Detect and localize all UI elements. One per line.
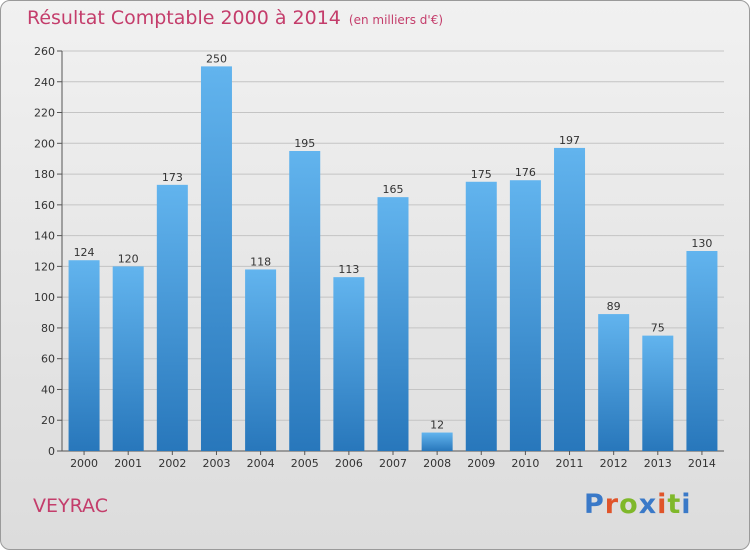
bar-value-label: 195: [294, 137, 315, 150]
bar-value-label: 250: [206, 52, 227, 65]
title-main: Résultat Comptable 2000 à 2014: [27, 7, 341, 29]
bar-value-label: 175: [471, 168, 492, 181]
bar-value-label: 197: [559, 134, 580, 147]
bar-2014: [686, 251, 718, 451]
proxiti-logo: Proxiti: [584, 489, 692, 520]
y-tick-label: 0: [48, 445, 55, 458]
x-tick-label: 2001: [114, 457, 142, 470]
x-tick-label: 2002: [158, 457, 186, 470]
y-tick-label: 140: [34, 230, 55, 243]
logo-letter: i: [681, 489, 692, 520]
commune-name: VEYRAC: [33, 495, 108, 517]
y-tick-label: 200: [34, 137, 55, 150]
y-tick-label: 120: [34, 260, 55, 273]
bar-value-label: 120: [118, 252, 139, 265]
y-tick-label: 180: [34, 168, 55, 181]
x-tick-label: 2011: [556, 457, 584, 470]
x-tick-label: 2005: [291, 457, 319, 470]
bar-2011: [554, 147, 586, 451]
bar-2000: [68, 260, 100, 451]
y-tick-label: 160: [34, 199, 55, 212]
x-tick-label: 2007: [379, 457, 407, 470]
bar-value-label: 173: [162, 171, 183, 184]
y-tick-label: 240: [34, 76, 55, 89]
logo-letter: o: [619, 489, 639, 520]
y-tick-label: 220: [34, 107, 55, 120]
bar-value-label: 75: [651, 322, 665, 335]
bar-2001: [112, 266, 144, 451]
x-tick-label: 2012: [600, 457, 628, 470]
y-tick-label: 100: [34, 291, 55, 304]
x-tick-label: 2009: [467, 457, 495, 470]
bar-value-label: 89: [607, 300, 621, 313]
bar-2010: [509, 180, 541, 451]
y-tick-label: 60: [41, 353, 55, 366]
bar-value-label: 12: [430, 419, 444, 432]
bar-layer: [68, 66, 718, 451]
bar-2013: [642, 335, 674, 451]
logo-letter: i: [657, 489, 668, 520]
x-tick-label: 2014: [688, 457, 716, 470]
logo-letter: r: [604, 489, 620, 520]
logo-letter: P: [584, 489, 605, 520]
bar-value-label: 165: [383, 183, 404, 196]
bar-2002: [156, 184, 188, 451]
bar-2005: [289, 151, 321, 451]
bar-value-label: 130: [691, 237, 712, 250]
chart-title: Résultat Comptable 2000 à 2014 (en millie…: [27, 7, 443, 29]
bar-value-label: 113: [338, 263, 359, 276]
bar-value-label: 176: [515, 166, 536, 179]
x-tick-label: 2008: [423, 457, 451, 470]
logo-letter: x: [638, 489, 658, 520]
y-tick-label: 80: [41, 322, 55, 335]
bar-2004: [245, 269, 277, 451]
bar-value-label: 118: [250, 255, 271, 268]
x-tick-label: 2003: [202, 457, 230, 470]
x-tick-label: 2000: [70, 457, 98, 470]
label-layer: 0 20 40 60 80 100 120 140 160 180 200 220 240 260 124 2…: [34, 45, 716, 470]
bar-2007: [377, 197, 409, 451]
x-tick-label: 2004: [247, 457, 275, 470]
bar-value-label: 124: [74, 246, 95, 259]
bar-2003: [200, 66, 232, 451]
bar-2009: [465, 181, 497, 451]
x-tick-label: 2013: [644, 457, 672, 470]
bar-2012: [598, 314, 630, 451]
logo-letter: t: [667, 489, 682, 520]
x-tick-label: 2006: [335, 457, 363, 470]
y-tick-label: 40: [41, 383, 55, 396]
x-tick-label: 2010: [511, 457, 539, 470]
y-tick-label: 20: [41, 414, 55, 427]
bar-2006: [333, 277, 365, 451]
bar-2008: [421, 432, 453, 451]
y-tick-label: 260: [34, 45, 55, 58]
title-unit: (en milliers d'€): [348, 13, 444, 27]
